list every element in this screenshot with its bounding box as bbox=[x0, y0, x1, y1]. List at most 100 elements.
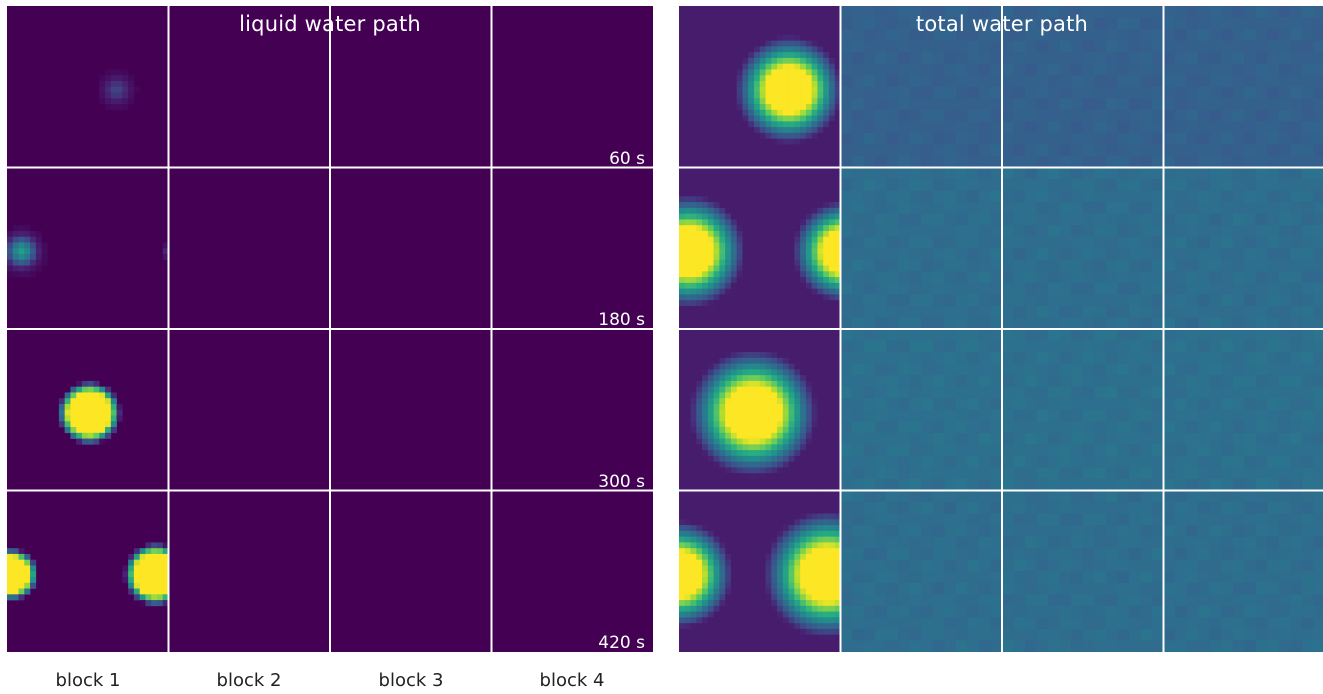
heatmap-pixel bbox=[863, 225, 876, 238]
heatmap-pixel bbox=[730, 75, 737, 82]
heatmap-pixel bbox=[753, 282, 761, 289]
heatmap-pixel bbox=[742, 352, 749, 359]
heatmap-pixel bbox=[823, 63, 830, 70]
heatmap-pixel bbox=[1186, 121, 1199, 134]
heatmap-pixel bbox=[736, 265, 743, 272]
heatmap-pixel bbox=[834, 582, 841, 589]
heatmap-pixel bbox=[852, 17, 864, 30]
heatmap-pixel bbox=[794, 403, 801, 411]
heatmap-pixel bbox=[811, 380, 818, 387]
heatmap-pixel bbox=[1255, 294, 1268, 307]
heatmap-pixel bbox=[805, 230, 812, 238]
heatmap-pixel bbox=[1221, 52, 1234, 64]
heatmap-pixel bbox=[696, 461, 703, 468]
heatmap-pixel bbox=[702, 323, 709, 330]
heatmap-pixel bbox=[886, 52, 899, 64]
heatmap-pixel bbox=[719, 357, 726, 364]
heatmap-pixel bbox=[748, 57, 755, 64]
heatmap-pixel bbox=[817, 259, 824, 266]
heatmap-pixel bbox=[702, 184, 709, 191]
heatmap-pixel bbox=[777, 519, 784, 526]
heatmap-pixel bbox=[707, 317, 714, 324]
heatmap-pixel bbox=[679, 115, 686, 122]
heatmap-pixel bbox=[707, 161, 714, 168]
heatmap-pixel bbox=[730, 115, 737, 122]
heatmap-pixel bbox=[1290, 363, 1303, 376]
heatmap-pixel bbox=[679, 80, 686, 88]
heatmap-pixel bbox=[679, 502, 686, 509]
heatmap-pixel bbox=[18, 582, 25, 589]
heatmap-pixel bbox=[1290, 6, 1303, 18]
heatmap-pixel bbox=[805, 467, 812, 474]
heatmap-pixel bbox=[1244, 317, 1257, 330]
heatmap-pixel bbox=[753, 490, 761, 497]
heatmap-pixel bbox=[794, 311, 801, 318]
heatmap-pixel bbox=[1313, 317, 1323, 330]
heatmap-pixel bbox=[1198, 409, 1210, 422]
heatmap-pixel bbox=[990, 294, 1003, 307]
heatmap-pixel bbox=[955, 236, 968, 249]
heatmap-pixel bbox=[690, 340, 697, 347]
heatmap-pixel bbox=[852, 432, 864, 445]
heatmap-pixel bbox=[805, 496, 812, 503]
heatmap-pixel bbox=[1175, 248, 1187, 261]
heatmap-pixel bbox=[1186, 109, 1199, 122]
heatmap-pixel bbox=[1163, 375, 1176, 387]
heatmap-pixel bbox=[730, 329, 737, 336]
heatmap-pixel bbox=[696, 34, 703, 41]
heatmap-pixel bbox=[800, 184, 807, 191]
heatmap-pixel bbox=[967, 52, 980, 64]
heatmap-pixel bbox=[690, 248, 697, 255]
heatmap-pixel bbox=[736, 104, 743, 111]
heatmap-pixel bbox=[955, 467, 968, 480]
heatmap-pixel bbox=[1082, 109, 1095, 122]
heatmap-pixel bbox=[1163, 121, 1176, 134]
heatmap-pixel bbox=[1105, 52, 1118, 64]
heatmap-pixel bbox=[1244, 444, 1257, 457]
heatmap-pixel bbox=[1163, 305, 1176, 318]
heatmap-pixel bbox=[1301, 432, 1314, 445]
heatmap-pixel bbox=[1163, 6, 1176, 18]
heatmap-pixel bbox=[805, 23, 812, 30]
heatmap-pixel bbox=[1244, 352, 1257, 364]
heatmap-pixel bbox=[736, 288, 743, 295]
heatmap-pixel bbox=[800, 248, 807, 255]
heatmap-pixel bbox=[12, 594, 19, 601]
heatmap-pixel bbox=[24, 582, 31, 589]
heatmap-pixel bbox=[690, 29, 697, 36]
heatmap-pixel bbox=[909, 236, 922, 249]
heatmap-pixel bbox=[805, 190, 812, 197]
heatmap-pixel bbox=[719, 115, 726, 122]
heatmap-pixel bbox=[777, 161, 784, 168]
heatmap-pixel bbox=[133, 594, 140, 601]
heatmap-pixel bbox=[852, 352, 864, 364]
heatmap-pixel bbox=[794, 132, 801, 139]
heatmap-pixel bbox=[800, 86, 807, 93]
heatmap-pixel bbox=[834, 352, 841, 359]
heatmap-pixel bbox=[1071, 432, 1084, 445]
heatmap-pixel bbox=[1071, 271, 1084, 284]
heatmap-pixel bbox=[817, 17, 824, 24]
heatmap-pixel bbox=[736, 202, 743, 209]
heatmap-pixel bbox=[990, 421, 1003, 434]
heatmap-pixel bbox=[679, 455, 686, 462]
heatmap-pixel bbox=[7, 594, 14, 601]
heatmap-pixel bbox=[834, 530, 841, 537]
heatmap-pixel bbox=[967, 213, 980, 226]
heatmap-pixel bbox=[823, 190, 830, 197]
heatmap-pixel bbox=[886, 363, 899, 376]
heatmap-pixel bbox=[828, 294, 836, 301]
heatmap-pixel bbox=[817, 438, 824, 445]
heatmap-pixel bbox=[1105, 213, 1118, 226]
heatmap-pixel bbox=[753, 496, 761, 503]
heatmap-pixel bbox=[58, 398, 65, 405]
heatmap-pixel bbox=[852, 167, 864, 180]
heatmap-pixel bbox=[782, 519, 789, 526]
heatmap-pixel bbox=[782, 444, 789, 451]
heatmap-pixel bbox=[1140, 236, 1153, 249]
heatmap-pixel bbox=[794, 375, 801, 382]
heatmap-pixel bbox=[730, 478, 737, 486]
heatmap-pixel bbox=[1071, 75, 1084, 88]
heatmap-pixel bbox=[765, 409, 772, 416]
heatmap-pixel bbox=[759, 340, 766, 347]
